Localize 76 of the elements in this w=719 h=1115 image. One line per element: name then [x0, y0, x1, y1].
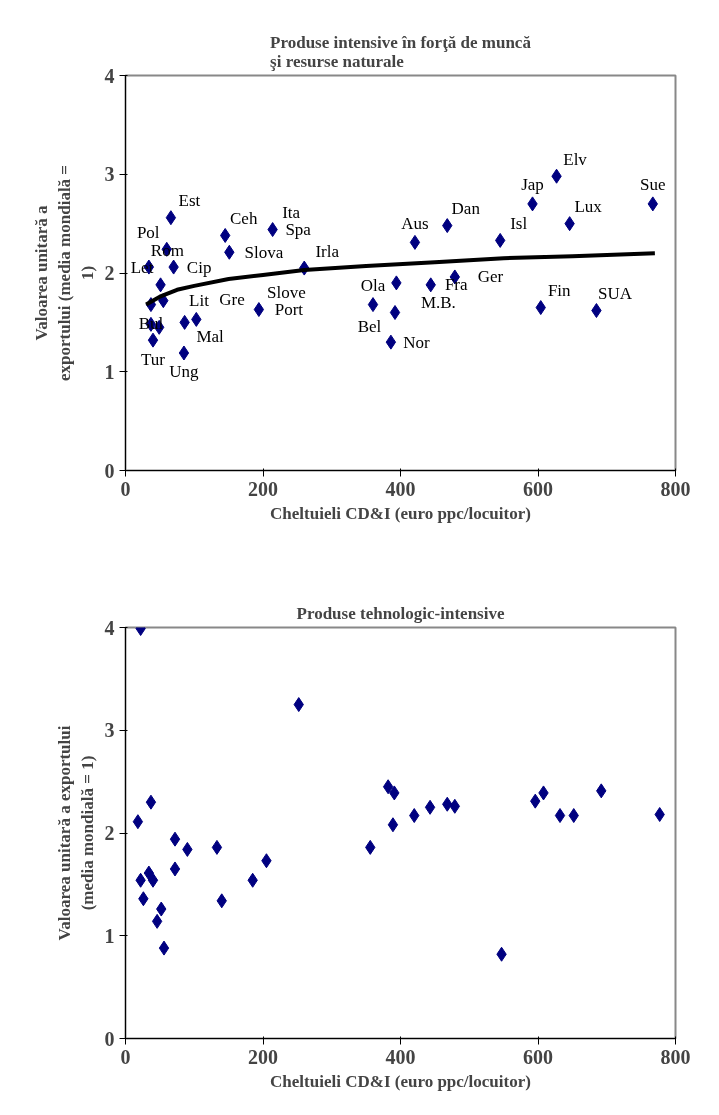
- annotation: Irla: [315, 241, 340, 261]
- annotation: Dan: [451, 199, 481, 219]
- annotation: Ita: [282, 203, 301, 223]
- point: [147, 332, 159, 348]
- annotation: Nor: [403, 332, 430, 352]
- y-tick-label: 0: [104, 459, 115, 482]
- annotation: Elv: [563, 149, 588, 169]
- y-tick-label: 2: [104, 262, 115, 284]
- annotation: Port: [274, 300, 304, 320]
- y-tick-label: 1: [104, 924, 115, 947]
- x-tick-label: 600: [523, 1045, 553, 1068]
- x-tick-label: 400: [385, 477, 416, 500]
- x-tick-label: 200: [248, 477, 278, 500]
- point: [389, 305, 401, 320]
- annotation: Fin: [547, 281, 572, 301]
- annotation: Mal: [196, 326, 225, 346]
- point: [367, 297, 379, 313]
- y-axis-title: Valoarea unitară a exportului (media mondială = 1): [31, 164, 97, 382]
- annotation: Ung: [169, 362, 200, 382]
- annotation: Lux: [574, 197, 603, 217]
- x-tick-label: 800: [660, 477, 691, 500]
- point: [382, 779, 394, 795]
- annotation: Ola: [360, 276, 386, 296]
- x-tick-label: 800: [660, 1045, 691, 1068]
- y-tick-label: 2: [104, 822, 115, 844]
- annotation: Cip: [186, 257, 212, 277]
- point: [253, 302, 265, 318]
- point: [132, 814, 144, 830]
- point: [409, 234, 421, 250]
- chart-title: Produse intensive în forţă de muncă şi resurse naturale: [270, 32, 532, 71]
- annotation: SUA: [597, 284, 633, 304]
- annotation: M.B.: [420, 292, 456, 312]
- point: [424, 799, 436, 815]
- annotation: Tur: [141, 349, 166, 369]
- annotation: Isl: [510, 213, 528, 233]
- annotation: Sue: [640, 175, 666, 195]
- annotation: Ceh: [230, 208, 258, 228]
- y-tick-label: 3: [104, 163, 115, 186]
- annotation: Pol: [136, 222, 160, 242]
- annotation: Slova: [244, 242, 284, 262]
- point: [178, 345, 190, 361]
- point: [211, 839, 223, 855]
- point: [554, 808, 566, 824]
- annotation: Ger: [477, 267, 504, 287]
- x-axis-title: Cheltuieli CD&I (euro ppc/locuitor): [270, 503, 531, 523]
- annotation: Aus: [401, 213, 429, 233]
- chart-title: Produse tehnologic-intensive: [296, 603, 505, 623]
- annotation: Gre: [219, 290, 245, 310]
- x-tick-label: 0: [120, 1045, 131, 1068]
- annotation: Est: [178, 191, 201, 211]
- annotation: Spa: [285, 220, 312, 240]
- x-tick-label: 400: [385, 1045, 416, 1068]
- y-tick-label: 1: [104, 360, 115, 383]
- y-tick-label: 4: [104, 64, 115, 87]
- annotation: Bel: [357, 317, 382, 336]
- annotation: Jap: [521, 175, 544, 195]
- point: [158, 940, 170, 956]
- y-axis-title: Valoarea unitară a exportului (media mondială = 1): [54, 725, 97, 941]
- x-tick-label: 600: [523, 477, 553, 500]
- point: [145, 794, 157, 810]
- point: [385, 334, 397, 350]
- point: [169, 861, 181, 877]
- x-tick-label: 200: [248, 1045, 278, 1068]
- y-tick-label: 3: [104, 719, 115, 742]
- annotation: Fra: [444, 275, 469, 295]
- point: [165, 210, 177, 226]
- y-tick-label: 0: [104, 1027, 115, 1050]
- y-tick-label: 4: [104, 616, 115, 639]
- annotation: Slove: [267, 283, 306, 303]
- point: [169, 831, 181, 847]
- x-tick-label: 0: [120, 477, 131, 500]
- point: [151, 913, 163, 929]
- point: [387, 817, 399, 833]
- annotation: Lit: [189, 291, 210, 311]
- point: [147, 872, 159, 888]
- x-axis-title: Cheltuieli CD&I (euro ppc/locuitor): [270, 1071, 531, 1091]
